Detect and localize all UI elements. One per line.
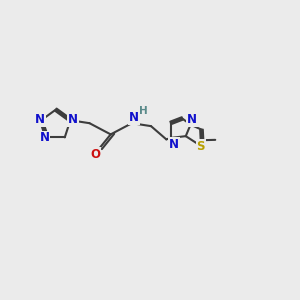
Text: S: S bbox=[196, 140, 205, 153]
Text: N: N bbox=[169, 138, 179, 151]
Text: N: N bbox=[68, 113, 78, 126]
Text: N: N bbox=[129, 111, 139, 124]
Text: N: N bbox=[35, 113, 45, 126]
Text: N: N bbox=[39, 131, 50, 144]
Text: N: N bbox=[187, 113, 197, 126]
Text: O: O bbox=[90, 148, 100, 160]
Text: H: H bbox=[139, 106, 147, 116]
